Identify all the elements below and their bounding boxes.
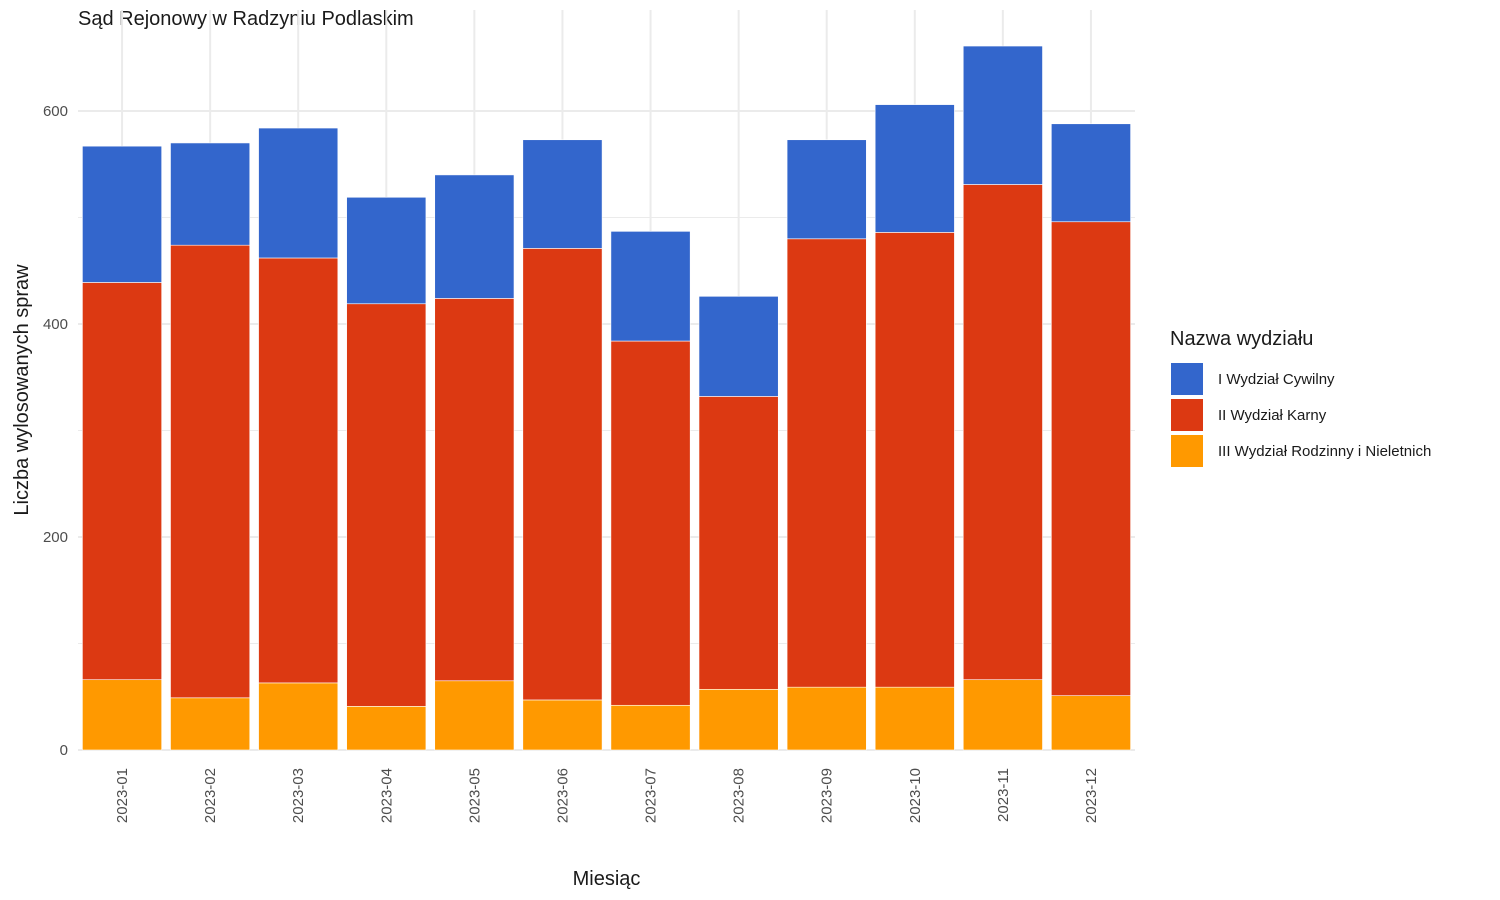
bar-segment	[434, 174, 515, 299]
x-tick-label: 2023-05	[466, 768, 483, 823]
y-axis-title: Liczba wylosowanych spraw	[11, 264, 33, 516]
bar-layer	[82, 45, 1131, 751]
legend-label: II Wydział Karny	[1218, 406, 1327, 424]
bar-segment	[258, 257, 339, 684]
bar-segment	[522, 699, 603, 751]
bar-segment	[786, 139, 867, 240]
legend-item: III Wydział Rodzinny i Nieletnich	[1170, 433, 1431, 469]
legend-items: I Wydział Cywilny II Wydział Karny III Wyd…	[1170, 361, 1431, 469]
bar-segment	[346, 196, 427, 305]
bar-segment	[258, 682, 339, 751]
y-tick-label: 200	[43, 529, 68, 546]
bar-segment	[962, 45, 1043, 185]
bar-segment	[874, 104, 955, 233]
bar-segment	[698, 396, 779, 690]
x-tick-label: 2023-11	[995, 768, 1012, 822]
legend-label: III Wydział Rodzinny i Nieletnich	[1218, 442, 1432, 460]
bar-segment	[82, 282, 162, 681]
bar-segment	[434, 680, 515, 751]
axis-layer: 0 200 400 600 2023-01 2023-02 2023-03 2023-04 20…	[11, 103, 1100, 890]
legend: Nazwa wydziału I Wydział Cywilny II Wydzi…	[1170, 328, 1431, 469]
legend-item: II Wydział Karny	[1170, 397, 1431, 433]
bar-segment	[962, 679, 1043, 751]
y-tick-label: 400	[43, 316, 68, 333]
bar-segment	[1051, 695, 1131, 751]
bar-segment	[610, 704, 691, 751]
legend-swatch	[1170, 362, 1204, 396]
bar-segment	[698, 688, 779, 751]
legend-label: I Wydział Cywilny	[1218, 370, 1335, 388]
x-tick-label: 2023-01	[114, 768, 131, 823]
bar-segment	[346, 706, 427, 751]
bar-segment	[434, 298, 515, 682]
bar-segment	[874, 686, 955, 751]
bar-segment	[82, 145, 162, 283]
bar-segment	[82, 679, 162, 751]
bar-segment	[346, 303, 427, 707]
bar-segment	[698, 296, 779, 397]
bar-segment	[1051, 221, 1131, 696]
x-tick-label: 2023-07	[643, 768, 660, 823]
x-tick-label: 2023-02	[202, 768, 219, 823]
chart-title: Sąd Rejonowy w Radzyniu Podlaskim	[78, 8, 414, 30]
x-tick-label: 2023-12	[1083, 768, 1100, 823]
y-tick-label: 0	[60, 742, 68, 759]
y-tick-label: 600	[43, 103, 68, 120]
bar-segment	[786, 686, 867, 751]
legend-title: Nazwa wydziału	[1170, 328, 1314, 350]
bar-segment	[258, 127, 339, 259]
bar-segment	[170, 142, 251, 246]
bar-segment	[874, 232, 955, 688]
x-tick-label: 2023-09	[819, 768, 836, 823]
x-tick-label: 2023-06	[554, 768, 571, 823]
legend-item: I Wydział Cywilny	[1170, 361, 1431, 397]
bar-segment	[1051, 123, 1131, 223]
x-axis-title: Miesiąc	[573, 868, 641, 890]
bar-segment	[522, 139, 603, 249]
x-tick-label: 2023-03	[290, 768, 307, 823]
bar-segment	[962, 184, 1043, 681]
bar-segment	[786, 238, 867, 688]
x-tick-label: 2023-08	[731, 768, 748, 823]
x-tick-label: 2023-04	[378, 768, 395, 823]
bar-segment	[170, 244, 251, 699]
legend-swatch	[1170, 398, 1204, 432]
bar-segment	[522, 248, 603, 701]
bar-segment	[170, 697, 251, 751]
x-tick-label: 2023-10	[907, 768, 924, 823]
legend-swatch	[1170, 434, 1204, 468]
bar-segment	[610, 231, 691, 342]
bar-segment	[610, 340, 691, 706]
